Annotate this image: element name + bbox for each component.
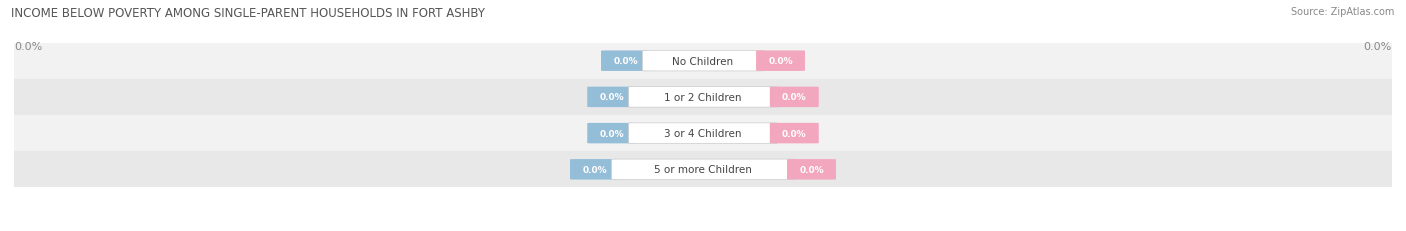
Text: Source: ZipAtlas.com: Source: ZipAtlas.com [1291, 7, 1395, 17]
Text: 0.0%: 0.0% [782, 93, 807, 102]
FancyBboxPatch shape [612, 159, 794, 180]
Bar [14, 43, 1392, 79]
FancyBboxPatch shape [770, 87, 818, 108]
Text: 0.0%: 0.0% [14, 42, 42, 52]
Text: INCOME BELOW POVERTY AMONG SINGLE-PARENT HOUSEHOLDS IN FORT ASHBY: INCOME BELOW POVERTY AMONG SINGLE-PARENT… [11, 7, 485, 20]
Text: 0.0%: 0.0% [782, 129, 807, 138]
Bar [14, 79, 1392, 116]
Text: 0.0%: 0.0% [599, 93, 624, 102]
FancyBboxPatch shape [628, 123, 778, 144]
FancyBboxPatch shape [787, 159, 837, 180]
FancyBboxPatch shape [588, 123, 636, 144]
FancyBboxPatch shape [628, 87, 778, 108]
FancyBboxPatch shape [643, 51, 763, 72]
Bar [14, 116, 1392, 152]
Text: 0.0%: 0.0% [613, 57, 638, 66]
FancyBboxPatch shape [756, 51, 806, 72]
Text: 0.0%: 0.0% [799, 165, 824, 174]
Text: 0.0%: 0.0% [582, 165, 607, 174]
FancyBboxPatch shape [770, 123, 818, 144]
Text: 1 or 2 Children: 1 or 2 Children [664, 92, 742, 103]
Bar [14, 152, 1392, 188]
Text: 0.0%: 0.0% [599, 129, 624, 138]
Text: 0.0%: 0.0% [768, 57, 793, 66]
Text: 5 or more Children: 5 or more Children [654, 165, 752, 175]
Text: 0.0%: 0.0% [1364, 42, 1392, 52]
Text: No Children: No Children [672, 56, 734, 66]
FancyBboxPatch shape [588, 87, 636, 108]
Text: 3 or 4 Children: 3 or 4 Children [664, 128, 742, 139]
FancyBboxPatch shape [569, 159, 619, 180]
FancyBboxPatch shape [600, 51, 650, 72]
